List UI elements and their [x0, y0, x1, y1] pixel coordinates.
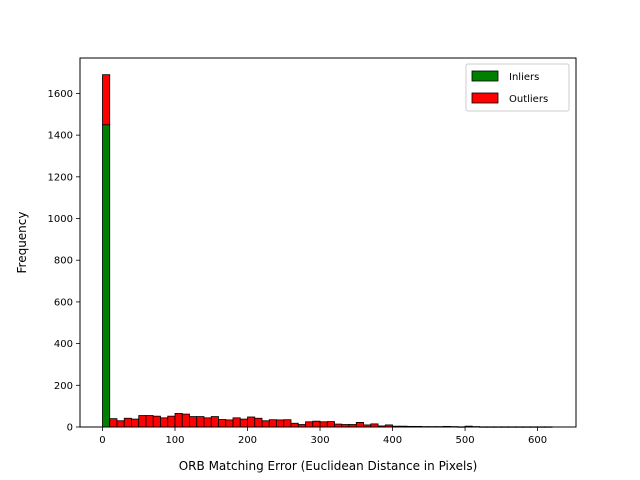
y-tick-label: 1000	[48, 214, 73, 225]
bar-outliers-350	[355, 422, 364, 428]
legend-label-inliers: Inliers	[509, 72, 539, 83]
y-tick-label: 1400	[48, 131, 73, 142]
bar-outliers-100	[174, 413, 183, 428]
bar-outliers-250	[283, 419, 292, 428]
y-tick-label: 1600	[48, 89, 73, 100]
x-tick-label: 600	[528, 435, 547, 446]
bar-outliers-50	[138, 415, 147, 428]
bar-outliers-60	[145, 415, 154, 428]
x-axis-title: ORB Matching Error (Euclidean Distance i…	[179, 459, 478, 473]
bar-outliers-260	[290, 422, 299, 428]
bar-outliers-40	[131, 418, 140, 428]
y-tick-label: 400	[54, 339, 73, 350]
bar-outliers-230	[268, 419, 277, 428]
plot-area-frame	[79, 57, 577, 428]
x-tick-label: 100	[165, 435, 184, 446]
bar-outliers-160	[218, 419, 227, 428]
y-tick-label: 0	[67, 423, 73, 434]
x-tick-label: 400	[383, 435, 402, 446]
x-tick-label: 300	[310, 435, 329, 446]
bar-outliers-80	[160, 417, 169, 428]
bar-outliers-310	[326, 421, 335, 428]
y-tick-label: 800	[54, 256, 73, 267]
bar-outliers-70	[152, 415, 161, 428]
bar-outliers-0	[102, 74, 111, 126]
bar-outliers-110	[181, 413, 190, 428]
x-tick-label: 200	[238, 435, 257, 446]
bar-outliers-280	[305, 421, 314, 428]
x-tick-label: 0	[99, 435, 105, 446]
bar-outliers-300	[319, 421, 328, 428]
bar-outliers-20	[116, 420, 125, 428]
bar-outliers-200	[247, 416, 256, 428]
bar-outliers-10	[109, 418, 118, 428]
bar-outliers-130	[196, 416, 205, 428]
x-tick-label: 500	[456, 435, 475, 446]
legend-label-outliers: Outliers	[509, 94, 548, 105]
y-axis-title: Frequency	[15, 212, 29, 274]
legend-swatch-outliers	[471, 92, 499, 104]
bar-outliers-90	[167, 415, 176, 428]
bar-outliers-210	[254, 417, 263, 428]
bar-outliers-170	[225, 419, 234, 428]
bar-inliers-0	[102, 124, 111, 428]
bar-outliers-30	[123, 417, 132, 428]
bar-outliers-240	[276, 419, 285, 428]
y-tick-label: 600	[54, 297, 73, 308]
y-tick-label: 200	[54, 381, 73, 392]
bar-outliers-290	[312, 420, 321, 428]
x-axis-ticks: 0 100 200 300 400 500 600	[99, 427, 547, 446]
bar-outliers-220	[261, 420, 270, 428]
bar-outliers-190	[239, 418, 248, 428]
legend: Inliers Outliers	[465, 63, 570, 112]
y-tick-label: 1200	[48, 172, 73, 183]
legend-swatch-inliers	[471, 70, 499, 82]
bar-outliers-140	[203, 417, 212, 428]
bar-outliers-150	[210, 416, 219, 428]
y-axis-ticks: 0 200 400 600 800 1000 1200 1400 1600	[48, 89, 80, 434]
bar-outliers-120	[189, 416, 198, 428]
bar-outliers-180	[232, 417, 241, 428]
